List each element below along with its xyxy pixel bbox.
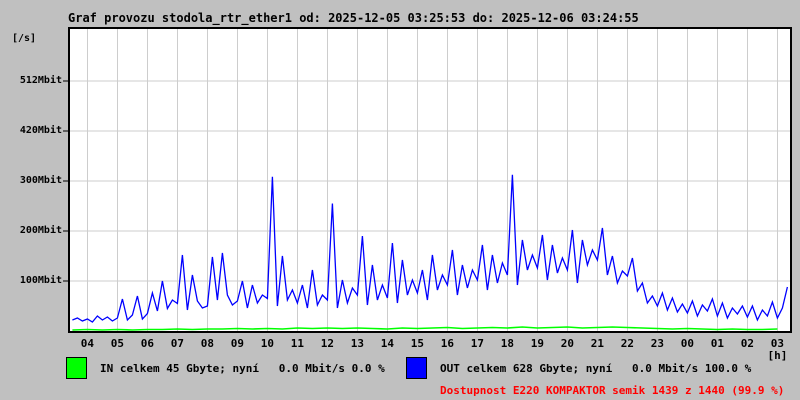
x-tick-label: 18 [500,337,515,350]
x-tick-label: 08 [200,337,215,350]
x-tick-label: 13 [350,337,365,350]
legend-out-swatch [406,357,427,379]
x-tick-label: 04 [80,337,95,350]
x-tick-label: 03 [770,337,785,350]
x-tick-label: 17 [470,337,485,350]
x-tick-label: 02 [740,337,755,350]
x-tick-label: 11 [290,337,305,350]
x-tick-label: 12 [320,337,335,350]
traffic-plot-svg [63,29,790,331]
legend-in-label: IN celkem 45 Gbyte; nyní 0.0 Mbit/s 0.0 … [100,362,385,375]
traffic-plot [63,27,792,333]
x-tick-label: 16 [440,337,455,350]
y-tick-label: 300Mbit [19,175,62,186]
x-tick-label: 00 [680,337,695,350]
legend-in-swatch [66,357,87,379]
x-tick-label: 07 [170,337,185,350]
x-tick-label: 06 [140,337,155,350]
x-tick-label: 19 [530,337,545,350]
y-tick-label: 512Mbit [19,75,62,86]
x-tick-label: 15 [410,337,425,350]
x-tick-label: 01 [710,337,725,350]
x-tick-label: 14 [380,337,395,350]
page-title: Graf provozu stodola_rtr_ether1 od: 2025… [68,11,639,25]
y-tick-label: 200Mbit [19,225,62,236]
x-tick-label: 20 [560,337,575,350]
in-traffic-series [72,326,778,331]
x-tick-label: 21 [590,337,605,350]
y-axis-unit-label: [/s] [12,33,37,44]
x-axis-unit-label: [h] [767,349,788,362]
x-tick-label: 05 [110,337,125,350]
x-tick-label: 09 [230,337,245,350]
y-tick-label: 100Mbit [19,275,62,286]
availability-status-text: Dostupnost E220 KOMPAKTOR semik 1439 z 1… [440,384,785,397]
out-traffic-series [72,174,789,323]
x-tick-label: 22 [620,337,635,350]
x-tick-label: 10 [260,337,275,350]
x-tick-label: 23 [650,337,665,350]
y-tick-label: 420Mbit [19,125,62,136]
legend-out-label: OUT celkem 628 Gbyte; nyní 0.0 Mbit/s 10… [440,362,752,375]
